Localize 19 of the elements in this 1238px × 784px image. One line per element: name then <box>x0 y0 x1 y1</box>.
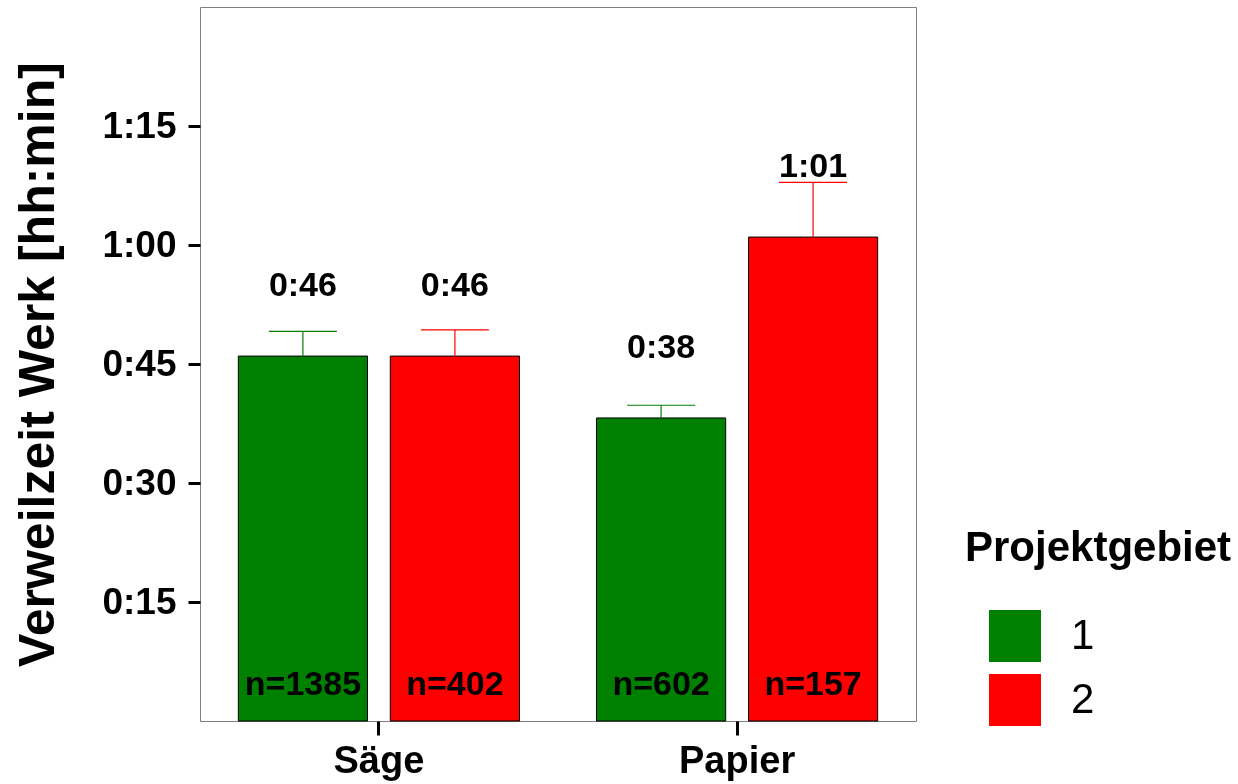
legend-label: 1 <box>1071 611 1095 658</box>
annotation: n=157 <box>764 664 862 702</box>
data-label: 1:01 <box>779 146 848 185</box>
y-tick-label: 0:30 <box>102 461 177 503</box>
y-tick-label: 1:15 <box>102 104 177 146</box>
y-tick-label: 0:45 <box>102 342 177 384</box>
legend-label: 2 <box>1071 675 1095 722</box>
annotation: n=402 <box>406 664 504 702</box>
y-axis-title: Verweilzeit Werk [hh:min] <box>9 62 66 667</box>
x-tick-label: Papier <box>679 738 796 781</box>
data-label: 0:46 <box>268 265 337 304</box>
y-tick-label: 0:15 <box>102 580 177 622</box>
data-label: 0:38 <box>627 326 696 365</box>
legend-title: Projektgebiet <box>965 523 1232 570</box>
y-tick-label: 1:00 <box>102 223 177 265</box>
annotation: n=602 <box>612 664 710 702</box>
annotation: n=1385 <box>244 664 362 702</box>
data-label: 0:46 <box>420 265 489 304</box>
x-tick-label: Säge <box>333 738 425 781</box>
